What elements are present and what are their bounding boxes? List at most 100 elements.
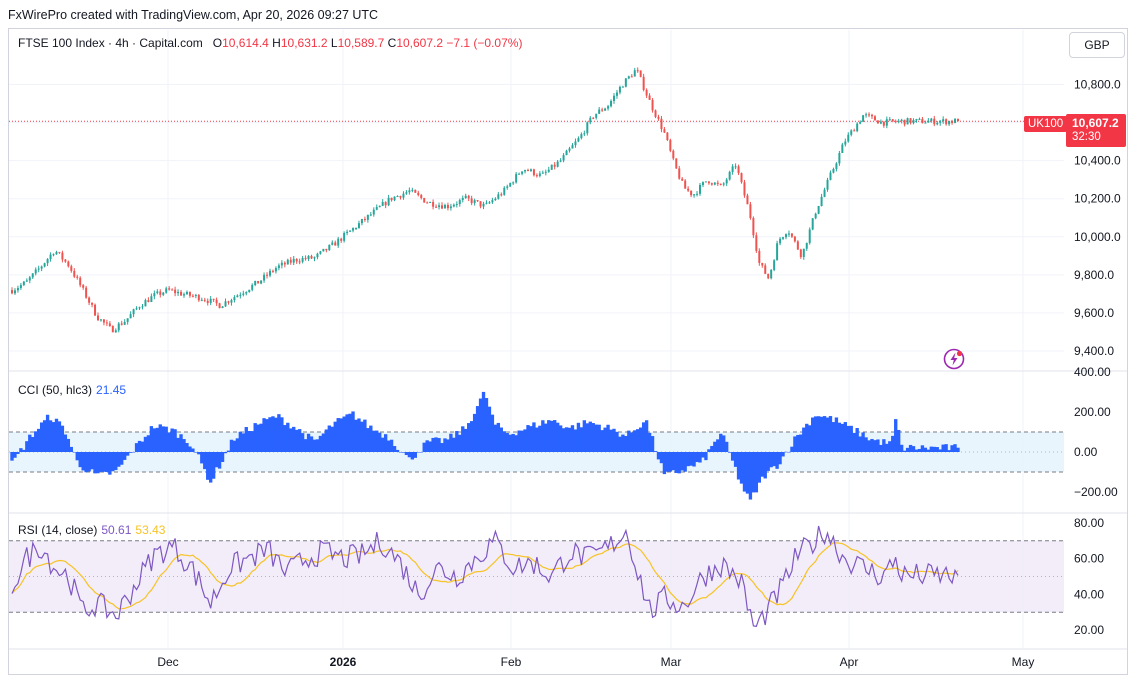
cci-bar <box>698 452 702 463</box>
cci-bar <box>312 439 317 452</box>
candle <box>710 182 713 186</box>
candle <box>512 181 515 185</box>
candle <box>500 192 503 197</box>
candle <box>497 191 500 200</box>
cci-label[interactable]: CCI (50, hlc3) <box>18 383 93 397</box>
candle <box>470 195 473 206</box>
cci-bar <box>28 434 32 452</box>
cci-bar <box>778 452 782 465</box>
rsi-label[interactable]: RSI (14, close) <box>18 523 98 537</box>
cci-bar <box>600 430 604 452</box>
candle <box>13 288 16 295</box>
cci-bar <box>861 432 865 452</box>
candle <box>343 231 346 243</box>
cci-bar <box>247 431 251 452</box>
cci-bar <box>211 452 216 479</box>
candle <box>873 115 876 121</box>
high-value: 10,631.2 <box>280 36 328 50</box>
cci-bar <box>188 446 192 452</box>
candle <box>755 232 758 253</box>
candle <box>411 187 414 193</box>
cci-bar <box>897 429 901 452</box>
cci-bar <box>381 437 385 452</box>
candle <box>752 216 755 239</box>
cci-bar <box>81 452 85 471</box>
cci-bar <box>173 429 177 452</box>
time-tick-label: Dec <box>157 655 178 669</box>
candle <box>541 170 544 174</box>
candle <box>378 205 381 208</box>
cci-bar <box>256 424 260 452</box>
cci-bar <box>63 434 68 452</box>
candle <box>657 114 660 121</box>
candle <box>429 201 432 204</box>
candle <box>601 107 604 112</box>
candle <box>22 280 25 287</box>
cci-bar <box>404 452 409 456</box>
cci-bar <box>478 398 483 452</box>
candle <box>663 126 666 134</box>
cci-bar <box>51 422 56 452</box>
cci-bar <box>297 429 302 452</box>
candle <box>669 138 672 153</box>
cci-bar <box>624 436 628 452</box>
cci-bar <box>727 452 732 453</box>
grid-lines <box>9 30 1064 648</box>
candle <box>942 116 945 124</box>
candle <box>678 165 681 180</box>
cci-bar <box>603 427 607 452</box>
cci-bar <box>137 440 142 452</box>
candle <box>194 293 197 299</box>
candle <box>939 119 942 126</box>
symbol-label[interactable]: FTSE 100 Index · 4h · Capital.com <box>18 36 203 50</box>
candle <box>954 117 957 124</box>
lightning-bolt-icon[interactable] <box>943 348 965 370</box>
open-value: 10,614.4 <box>222 36 269 50</box>
cci-bar <box>386 440 391 452</box>
candle <box>99 319 102 322</box>
cci-bar <box>834 417 839 452</box>
candle <box>933 115 936 127</box>
cci-legend: CCI (50, hlc3) 21.45 <box>18 383 126 397</box>
cci-bar <box>134 443 139 452</box>
cci-bar <box>327 425 331 452</box>
cci-bar <box>701 452 705 458</box>
cci-bar <box>585 423 589 452</box>
cci-bar <box>879 444 883 452</box>
rsi-legend: RSI (14, close) 50.61 53.43 <box>18 523 165 537</box>
cci-bar <box>680 452 684 471</box>
candle <box>701 181 704 188</box>
cci-bar <box>87 452 91 472</box>
cci-bar <box>292 426 296 452</box>
cci-bar <box>870 438 874 452</box>
cci-bar <box>16 452 20 454</box>
candle <box>529 168 532 172</box>
candle <box>396 195 399 197</box>
cci-tick-label: 0.00 <box>1074 445 1098 459</box>
cci-bar <box>280 417 284 452</box>
cci-bar <box>300 433 305 452</box>
candle <box>19 282 22 290</box>
candle <box>719 183 722 186</box>
candle <box>696 191 699 197</box>
price-pane <box>9 67 1064 333</box>
candle <box>802 248 805 260</box>
candle <box>408 187 411 195</box>
candle <box>257 280 260 284</box>
candle <box>144 298 147 307</box>
cci-bar <box>452 437 456 452</box>
cci-bar <box>508 434 512 452</box>
candle <box>793 235 796 243</box>
cci-bar <box>176 437 180 452</box>
candle <box>850 129 853 137</box>
candle <box>390 197 393 202</box>
currency-button[interactable]: GBP <box>1069 32 1125 58</box>
cci-bar <box>808 425 812 452</box>
cci-bar <box>31 436 35 452</box>
candle <box>94 303 97 316</box>
cci-bar <box>366 428 370 452</box>
cci-bar <box>493 424 498 452</box>
candle <box>458 198 461 207</box>
candle <box>337 236 340 248</box>
